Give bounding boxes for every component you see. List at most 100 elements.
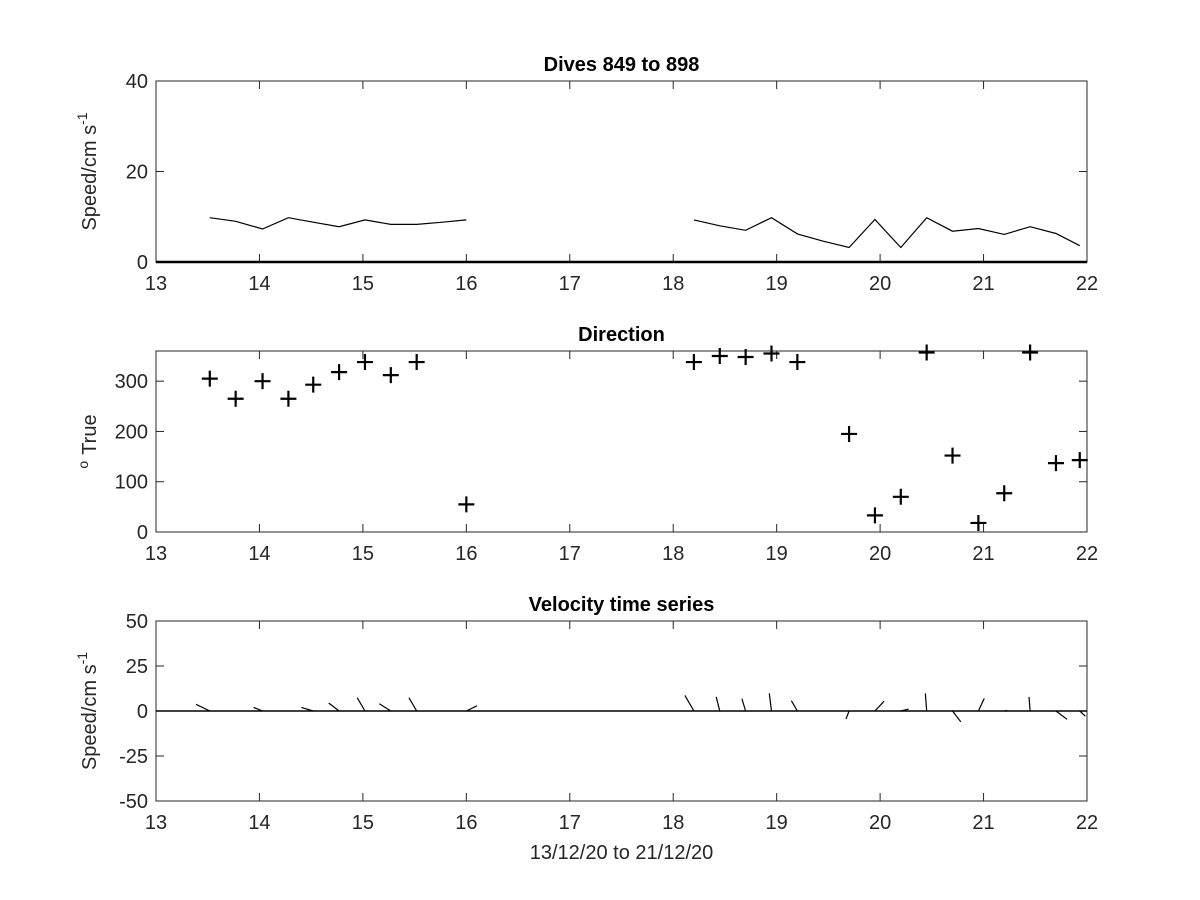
velocity-stick [768, 693, 773, 712]
chart-title: Velocity time series [529, 594, 715, 616]
direction-point [331, 364, 348, 381]
y-axis-label-main: Speed/cm s [79, 664, 101, 770]
velocity-stick [845, 710, 850, 720]
x-tick-label: 19 [766, 543, 788, 565]
velocity-stick [328, 702, 340, 712]
velocity-stick [977, 698, 985, 712]
y-axis-label: o True [75, 414, 101, 468]
x-tick-label: 14 [248, 812, 270, 834]
x-tick-label: 16 [455, 273, 477, 295]
direction-point [841, 425, 858, 442]
x-tick-label: 20 [869, 812, 891, 834]
velocity-stick [874, 700, 885, 712]
y-tick-label: 0 [137, 252, 148, 274]
direction-point [685, 354, 702, 371]
x-tick-label: 22 [1076, 812, 1098, 834]
direction-point [227, 390, 244, 407]
velocity-stick [466, 705, 478, 712]
direction-point [1022, 344, 1039, 361]
x-tick-label: 21 [972, 273, 994, 295]
y-tick-label: 0 [137, 522, 148, 544]
direction-point [970, 514, 987, 531]
direction-point [305, 376, 322, 393]
direction-point [996, 485, 1013, 502]
subplot-1: 13 14 15 16 17 18 19 20 21 22 0 20 40 Dives 849 to 89… [74, 54, 1098, 295]
direction-point [382, 367, 399, 384]
x-tick-label: 16 [455, 543, 477, 565]
velocity-stick [924, 693, 928, 712]
subplot-3: 13 14 15 16 17 18 19 20 21 22 -50 -25 0 25 50 Velocity … [74, 594, 1098, 864]
x-tick-label: 13 [145, 543, 167, 565]
direction-point [944, 447, 961, 464]
y-tick-label: 20 [126, 162, 148, 184]
speed-line-segment [209, 217, 467, 230]
axes-box [155, 350, 1088, 533]
velocity-stick [1028, 696, 1031, 712]
direction-point [1071, 452, 1088, 469]
direction-point [711, 348, 728, 365]
x-tick-label: 20 [869, 273, 891, 295]
y-tick-label: -50 [119, 791, 148, 813]
direction-point [789, 354, 806, 371]
y-axis-label-sup: -1 [74, 112, 90, 125]
x-tick-label: 22 [1076, 543, 1098, 565]
y-tick-label: -25 [119, 746, 148, 768]
velocity-stick [741, 698, 747, 712]
y-tick-label: 40 [126, 71, 148, 93]
velocity-stick [790, 700, 798, 712]
y-tick-label: 100 [115, 472, 148, 494]
y-axis-label-main: True [79, 414, 101, 454]
direction-point [458, 496, 475, 513]
speed-line-segment [693, 216, 1081, 249]
direction-point [1047, 455, 1064, 472]
velocity-stick [1079, 710, 1086, 717]
velocity-stick [301, 706, 314, 712]
x-tick-label: 15 [352, 812, 374, 834]
y-tick-label: 25 [126, 656, 148, 678]
y-tick-label: 300 [115, 371, 148, 393]
y-axis-label-sup: o [75, 461, 91, 469]
y-tick-label: 200 [115, 421, 148, 443]
velocity-stick [356, 697, 366, 712]
velocity-stick [900, 708, 909, 712]
x-tick-label: 15 [352, 543, 374, 565]
x-tick-label: 14 [248, 543, 270, 565]
charts-layer: 13 14 15 16 17 18 19 20 21 22 0 20 40 Dives 849 to 89… [74, 54, 1098, 864]
y-axis-label-main: Speed/cm s [79, 125, 101, 231]
velocity-stick [408, 697, 418, 712]
x-tick-label: 13 [145, 812, 167, 834]
velocity-stick [378, 703, 392, 712]
x-tick-label: 17 [559, 812, 581, 834]
velocity-stick [684, 695, 695, 712]
direction-point [737, 349, 754, 366]
x-tick-label: 15 [352, 273, 374, 295]
y-axis-label: Speed/cm s-1 [74, 112, 101, 230]
direction-point [866, 507, 883, 524]
subplot-2: 13 14 15 16 17 18 19 20 21 22 0 100 200 300 Direction o… [75, 324, 1098, 565]
x-tick-label: 17 [559, 543, 581, 565]
chart-title: Dives 849 to 898 [544, 54, 700, 76]
direction-point [763, 345, 780, 362]
x-tick-label: 18 [662, 812, 684, 834]
x-tick-label: 13 [145, 273, 167, 295]
x-tick-label: 19 [766, 812, 788, 834]
direction-point [408, 354, 425, 371]
x-tick-label: 21 [972, 543, 994, 565]
velocity-stick [1055, 710, 1068, 720]
x-tick-label: 16 [455, 812, 477, 834]
velocity-stick [715, 696, 721, 712]
y-axis-label: Speed/cm s-1 [74, 652, 101, 770]
x-tick-label: 17 [559, 273, 581, 295]
direction-point [356, 354, 373, 371]
direction-point [892, 488, 909, 505]
x-tick-label: 20 [869, 543, 891, 565]
direction-point [918, 344, 935, 361]
x-tick-label: 19 [766, 273, 788, 295]
x-tick-label: 18 [662, 273, 684, 295]
x-tick-label: 21 [972, 812, 994, 834]
y-tick-label: 50 [126, 611, 148, 633]
chart-title: Direction [578, 324, 665, 346]
y-axis-label-sup: -1 [74, 652, 90, 665]
x-tick-label: 14 [248, 273, 270, 295]
